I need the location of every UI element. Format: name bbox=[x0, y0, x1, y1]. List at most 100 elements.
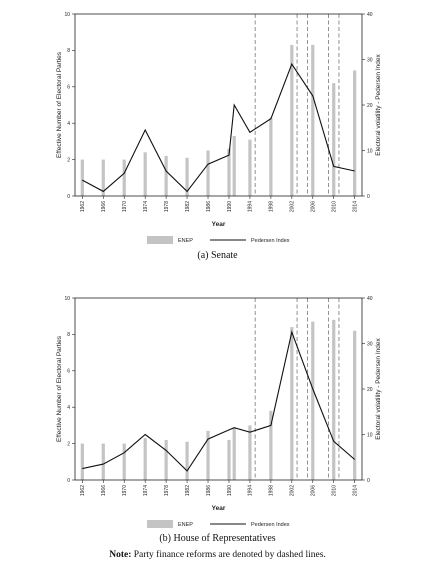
x-tick-label-2002: 2002 bbox=[290, 485, 296, 496]
plot-frame bbox=[74, 297, 363, 481]
left-tick-label-10: 10 bbox=[64, 296, 70, 302]
right-tick-label-0: 0 bbox=[367, 478, 370, 484]
x-tick-label-1962: 1962 bbox=[80, 485, 86, 496]
left-tick-label-0: 0 bbox=[67, 194, 70, 200]
enep-bar-1991 bbox=[232, 427, 236, 480]
right-tick-label-20: 20 bbox=[367, 387, 373, 393]
left-axis-title: Effective Number of Electoral Parties bbox=[56, 51, 63, 158]
x-tick-label-1994: 1994 bbox=[248, 201, 254, 212]
x-tick-label-1974: 1974 bbox=[143, 485, 149, 496]
enep-bar-1990 bbox=[227, 439, 231, 480]
right-tick-label-0: 0 bbox=[367, 194, 370, 200]
x-tick-label-1982: 1982 bbox=[185, 485, 191, 496]
enep-bar-1998 bbox=[269, 117, 273, 196]
pedersen-line bbox=[82, 62, 355, 193]
x-tick-label-1986: 1986 bbox=[206, 485, 212, 496]
enep-bar-1962 bbox=[80, 159, 84, 196]
right-axis-title: Electoral volatility - Pedersen Index bbox=[375, 53, 382, 155]
enep-bar-1994 bbox=[248, 139, 252, 196]
right-tick-label-40: 40 bbox=[367, 12, 373, 18]
enep-bar-2010 bbox=[332, 83, 336, 196]
x-tick-label-1998: 1998 bbox=[269, 485, 275, 496]
right-axis-title: Electoral volatility - Pedersen Index bbox=[375, 337, 382, 439]
caption-senate: (a) Senate bbox=[197, 250, 238, 261]
enep-bar-1974 bbox=[143, 438, 147, 480]
chart-senate-svg: 0 2 4 6 8 10 0 10 20 30 40 1962 1966 1970 1974 1978 1982… bbox=[56, 12, 382, 244]
left-tick-label-6: 6 bbox=[67, 85, 70, 91]
x-tick-label-2006: 2006 bbox=[311, 201, 317, 212]
legend-pedersen-label: Pedersen Index bbox=[251, 522, 290, 528]
x-tick-label-1966: 1966 bbox=[101, 485, 107, 496]
enep-bar-1990 bbox=[227, 148, 231, 196]
note-text: Party finance reforms are denoted by das… bbox=[131, 550, 326, 560]
x-tick-label-1994: 1994 bbox=[248, 485, 254, 496]
enep-bar-1970 bbox=[122, 443, 126, 480]
x-tick-label-1970: 1970 bbox=[122, 485, 128, 496]
right-tick-label-40: 40 bbox=[367, 296, 373, 302]
left-tick-label-8: 8 bbox=[67, 48, 70, 54]
enep-bar-1966 bbox=[101, 159, 105, 196]
legend-enep-label: ENEP bbox=[178, 238, 193, 244]
x-tick-label-2006: 2006 bbox=[311, 485, 317, 496]
x-tick-label-1990: 1990 bbox=[227, 201, 233, 212]
x-tick-label-2010: 2010 bbox=[332, 201, 338, 212]
chart-house: 0 2 4 6 8 10 0 10 20 30 40 1962 1966 1970 1974 1978 1982… bbox=[0, 284, 435, 546]
enep-bar-1962 bbox=[80, 443, 84, 480]
enep-bar-1978 bbox=[164, 155, 168, 196]
x-axis-title: Year bbox=[212, 505, 226, 512]
pedersen-line bbox=[82, 330, 356, 472]
legend-enep-label: ENEP bbox=[178, 522, 193, 528]
right-tick-label-30: 30 bbox=[367, 341, 373, 347]
left-tick-label-10: 10 bbox=[64, 12, 70, 18]
x-tick-label-1986: 1986 bbox=[206, 201, 212, 212]
x-tick-label-2002: 2002 bbox=[290, 201, 296, 212]
right-tick-label-10: 10 bbox=[367, 432, 373, 438]
enep-bar-1986 bbox=[206, 150, 210, 196]
enep-bar-2006 bbox=[311, 44, 315, 196]
legend-pedersen-label: Pedersen Index bbox=[251, 238, 290, 244]
left-tick-label-2: 2 bbox=[67, 157, 70, 163]
enep-bar-1994 bbox=[248, 425, 252, 480]
x-tick-label-1982: 1982 bbox=[185, 201, 191, 212]
x-tick-label-2014: 2014 bbox=[352, 485, 358, 496]
note-label: Note: bbox=[109, 550, 132, 560]
enep-bar-1970 bbox=[122, 159, 126, 196]
enep-bar-1998 bbox=[269, 410, 273, 480]
enep-bar-1966 bbox=[101, 443, 105, 480]
enep-bar-2006 bbox=[311, 321, 315, 480]
x-axis-title: Year bbox=[212, 221, 226, 228]
enep-bar-1986 bbox=[206, 430, 210, 480]
x-tick-label-1974: 1974 bbox=[143, 201, 149, 212]
chart-senate: 0 2 4 6 8 10 0 10 20 30 40 1962 1966 1970 1974 1978 1982… bbox=[0, 0, 435, 262]
enep-bar-2014 bbox=[353, 70, 357, 196]
left-axis-title: Effective Number of Electoral Parties bbox=[56, 335, 63, 442]
enep-bar-2014 bbox=[353, 330, 357, 480]
enep-bar-2002 bbox=[290, 327, 294, 480]
legend-enep-swatch bbox=[147, 236, 173, 244]
enep-bar-2002 bbox=[290, 44, 294, 196]
enep-bar-1978 bbox=[164, 439, 168, 480]
left-tick-label-0: 0 bbox=[67, 478, 70, 484]
right-tick-label-20: 20 bbox=[367, 103, 373, 109]
plot-frame bbox=[74, 13, 363, 197]
x-tick-label-1978: 1978 bbox=[164, 201, 170, 212]
enep-bar-1991 bbox=[232, 135, 236, 196]
left-tick-label-2: 2 bbox=[67, 441, 70, 447]
x-tick-label-1962: 1962 bbox=[80, 201, 86, 212]
right-tick-label-30: 30 bbox=[367, 57, 373, 63]
left-tick-label-4: 4 bbox=[67, 121, 70, 127]
x-tick-label-1978: 1978 bbox=[164, 485, 170, 496]
x-tick-label-2014: 2014 bbox=[352, 201, 358, 212]
x-tick-label-1998: 1998 bbox=[269, 201, 275, 212]
left-tick-label-4: 4 bbox=[67, 405, 70, 411]
chart-house-svg: 0 2 4 6 8 10 0 10 20 30 40 1962 1966 1970 1974 1978 1982… bbox=[56, 296, 382, 528]
enep-bar-1982 bbox=[185, 441, 189, 480]
x-tick-label-2010: 2010 bbox=[332, 485, 338, 496]
legend-enep-swatch bbox=[147, 520, 173, 528]
right-tick-label-10: 10 bbox=[367, 148, 373, 154]
figure-note: Note: Party finance reforms are denoted … bbox=[0, 550, 435, 560]
x-tick-label-1970: 1970 bbox=[122, 201, 128, 212]
caption-house: (b) House of Representatives bbox=[159, 533, 276, 544]
enep-bar-1982 bbox=[185, 157, 189, 196]
enep-bar-2010 bbox=[332, 319, 336, 480]
